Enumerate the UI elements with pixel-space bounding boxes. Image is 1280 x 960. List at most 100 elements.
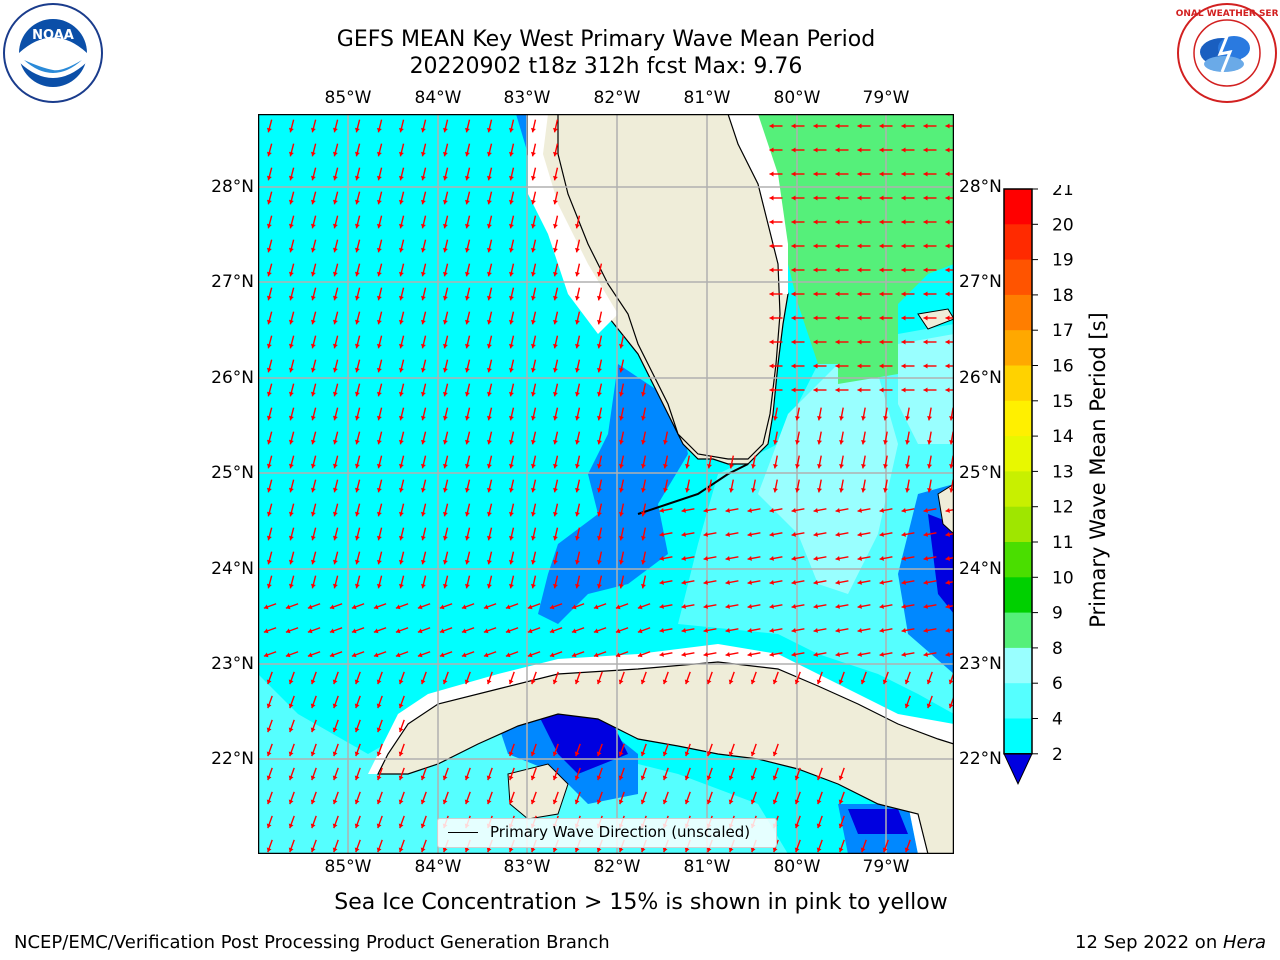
wave-arrow-head bbox=[857, 123, 862, 129]
colorbar-tick-label: 10 bbox=[1052, 568, 1074, 588]
wave-arrow-head bbox=[310, 583, 316, 589]
wave-arrow-head bbox=[530, 799, 536, 805]
wave-arrow-head bbox=[901, 627, 906, 633]
wave-arrow-head bbox=[659, 627, 664, 633]
wave-arrow-head bbox=[332, 439, 338, 445]
wave-arrow-head bbox=[398, 799, 404, 805]
wave-arrow-head bbox=[307, 628, 313, 634]
wave-arrow-head bbox=[508, 247, 514, 253]
wave-arrow-head bbox=[923, 531, 928, 537]
wave-arrow-head bbox=[266, 463, 272, 469]
wave-arrow-head bbox=[905, 416, 911, 421]
colorbar-tick-label: 15 bbox=[1052, 392, 1074, 412]
wave-arrow-head bbox=[464, 487, 470, 493]
lat-label-right: 27°N bbox=[959, 272, 1002, 292]
wave-arrow-head bbox=[861, 463, 866, 469]
wave-arrow-head bbox=[901, 243, 906, 249]
wave-arrow-head bbox=[618, 775, 624, 781]
wave-arrow-head bbox=[923, 123, 928, 129]
wave-arrow-head bbox=[531, 535, 536, 541]
wave-arrow-head bbox=[791, 339, 796, 345]
wave-arrow-head bbox=[464, 511, 470, 517]
wave-arrow-head bbox=[442, 439, 448, 445]
wave-arrow-head bbox=[684, 799, 690, 805]
wave-arrow-head bbox=[288, 295, 294, 301]
wave-arrow-head bbox=[945, 195, 950, 201]
lon-label-bottom: 83°W bbox=[503, 857, 551, 877]
wave-arrow-head bbox=[901, 387, 906, 393]
wave-arrow-head bbox=[310, 127, 316, 133]
field-below-2s-southeast bbox=[848, 809, 908, 834]
wave-arrow-head bbox=[354, 775, 360, 781]
wave-arrow-head bbox=[575, 391, 580, 397]
wave-arrow-head bbox=[398, 127, 404, 133]
wave-arrow-head bbox=[794, 847, 800, 853]
wave-arrow-head bbox=[354, 799, 360, 805]
colorbar-extend-triangle bbox=[1003, 753, 1033, 785]
wave-arrow-head bbox=[879, 555, 884, 561]
wave-arrow-head bbox=[813, 627, 818, 633]
wave-arrow-head bbox=[531, 487, 536, 493]
wave-arrow-head bbox=[266, 271, 272, 277]
wave-arrow-head bbox=[505, 604, 511, 610]
wave-arrow-head bbox=[772, 679, 778, 685]
wave-arrow-head bbox=[288, 199, 294, 205]
wave-arrow-head bbox=[945, 651, 950, 657]
wave-arrow-head bbox=[923, 651, 928, 657]
wave-arrow-head bbox=[332, 367, 338, 373]
wave-arrow-head bbox=[332, 151, 338, 157]
wave-arrow-head bbox=[420, 415, 426, 421]
wave-arrow-head bbox=[553, 343, 558, 349]
wave-arrow-head bbox=[288, 439, 294, 445]
wave-arrow-head bbox=[861, 415, 866, 421]
wave-arrow-head bbox=[398, 295, 404, 301]
wave-arrow-head bbox=[640, 799, 646, 805]
wave-arrow-head bbox=[553, 127, 558, 133]
wave-arrow-head bbox=[420, 151, 426, 157]
wave-arrow-head bbox=[420, 511, 426, 517]
wave-arrow-head bbox=[420, 295, 426, 301]
wave-arrow-head bbox=[531, 223, 536, 229]
wave-arrow-head bbox=[351, 604, 357, 610]
land-cuba bbox=[377, 661, 954, 854]
wave-arrow-head bbox=[725, 579, 730, 585]
wave-arrow-head bbox=[420, 391, 426, 397]
colorbar-segment bbox=[1004, 365, 1032, 402]
wave-arrow-head bbox=[530, 775, 536, 781]
wave-arrow-head bbox=[703, 531, 708, 537]
wave-arrow-head bbox=[464, 271, 470, 277]
wave-arrow-head bbox=[486, 463, 492, 469]
wave-arrow-head bbox=[663, 463, 668, 469]
wave-arrow-head bbox=[839, 415, 844, 421]
wave-arrow-head bbox=[901, 339, 906, 345]
wave-arrow-head bbox=[486, 799, 492, 805]
wave-arrow-head bbox=[574, 775, 580, 781]
wave-arrow-head bbox=[486, 199, 492, 205]
wave-arrow-head bbox=[571, 652, 577, 658]
wave-arrow-head bbox=[354, 583, 360, 589]
wave-arrow-head bbox=[332, 535, 338, 541]
wave-arrow-head bbox=[575, 223, 580, 229]
wave-arrow-head bbox=[817, 463, 822, 469]
wave-arrow-head bbox=[332, 583, 338, 589]
wave-arrow-head bbox=[266, 751, 272, 757]
wave-arrow-head bbox=[486, 175, 492, 181]
wave-arrow-head bbox=[486, 511, 492, 517]
colorbar-tick-label: 2 bbox=[1052, 745, 1063, 765]
wave-arrow-head bbox=[420, 559, 426, 565]
wave-arrow-head bbox=[354, 223, 360, 229]
wave-arrow-head bbox=[618, 679, 624, 685]
wave-arrow-head bbox=[527, 628, 533, 634]
wave-arrow-head bbox=[769, 531, 774, 537]
wave-period-map bbox=[258, 114, 954, 854]
wave-arrow-head bbox=[769, 387, 774, 393]
wave-arrow-head bbox=[398, 439, 404, 445]
wave-arrow-head bbox=[288, 319, 294, 325]
wave-arrow-head bbox=[332, 679, 338, 685]
wave-arrow-head bbox=[442, 799, 448, 805]
wave-arrow-head bbox=[904, 703, 910, 709]
plot-title: GEFS MEAN Key West Primary Wave Mean Per… bbox=[336, 27, 876, 52]
wave-arrow-head bbox=[728, 775, 734, 781]
wave-arrow-head bbox=[398, 247, 404, 253]
wave-arrow-head bbox=[531, 247, 536, 253]
